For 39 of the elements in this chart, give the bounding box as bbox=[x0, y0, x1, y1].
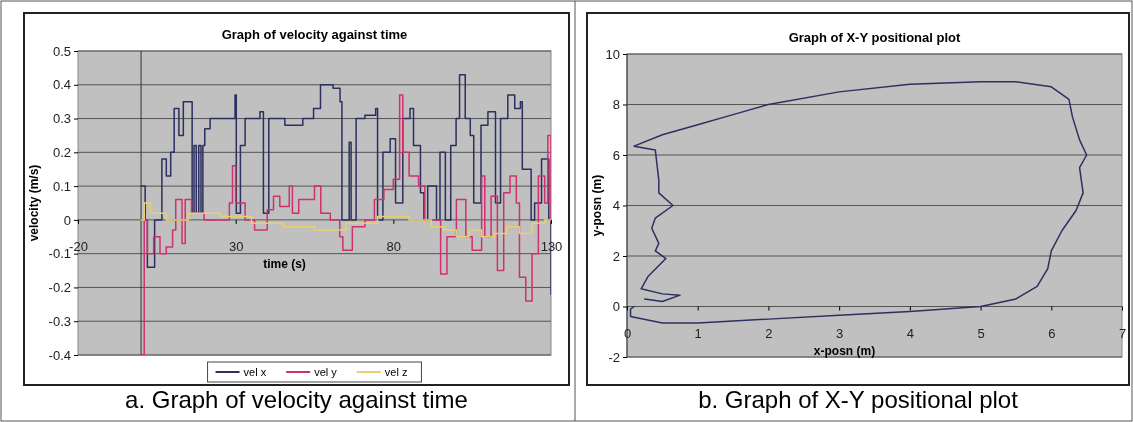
x-axis-title: time (s) bbox=[263, 256, 306, 271]
y-tick-label: -0.2 bbox=[48, 280, 71, 296]
y-tick-label: 0.1 bbox=[52, 178, 71, 194]
line-series bbox=[629, 81, 1088, 324]
x-tick-label: 2 bbox=[765, 325, 773, 341]
y-tick-label: 0 bbox=[612, 299, 620, 315]
y-tick-label: -2 bbox=[608, 349, 620, 365]
text: a. Graph of velocity against time bbox=[125, 386, 468, 413]
x-tick-label: 1 bbox=[694, 325, 702, 341]
x-axis-title: x-posn (m) bbox=[813, 343, 876, 358]
chart-title: Graph of X-Y positional plot bbox=[788, 30, 961, 45]
y-tick-label: -0.4 bbox=[48, 347, 71, 363]
y-tick-label: 0.3 bbox=[52, 111, 71, 127]
y-tick-label: -0.1 bbox=[48, 246, 71, 262]
x-tick-label: 4 bbox=[906, 325, 914, 341]
y-tick-label: 0.2 bbox=[52, 144, 71, 160]
y-tick-label: -0.3 bbox=[48, 313, 71, 329]
legend-label: vel x bbox=[243, 366, 267, 378]
x-tick-label: 7 bbox=[1118, 325, 1127, 341]
text: b. Graph of X-Y positional plot bbox=[698, 386, 1019, 413]
y-axis-title: velocity (m/s) bbox=[27, 164, 41, 242]
legend-label: vel z bbox=[384, 366, 408, 378]
legend-label: vel y bbox=[314, 366, 338, 378]
y-tick-label: 0.5 bbox=[52, 43, 71, 59]
y-tick-label: 0 bbox=[63, 212, 71, 228]
x-tick-label: 0 bbox=[623, 325, 632, 341]
x-tick-label: 3 bbox=[836, 325, 844, 341]
x-tick-label: -20 bbox=[69, 239, 88, 255]
y-tick-label: 10 bbox=[605, 46, 620, 62]
x-tick-label: 5 bbox=[977, 325, 985, 341]
y-axis-title: y-posn (m) bbox=[590, 174, 604, 237]
x-tick-label: 6 bbox=[1048, 325, 1056, 341]
chart-title: Graph of velocity against time bbox=[221, 27, 408, 42]
y-tick-label: 4 bbox=[612, 198, 620, 214]
y-tick-label: 0.4 bbox=[52, 77, 71, 93]
x-tick-label: 30 bbox=[228, 239, 244, 255]
y-tick-label: 8 bbox=[612, 97, 620, 113]
y-tick-label: 6 bbox=[612, 147, 620, 163]
x-tick-label: 80 bbox=[386, 239, 402, 255]
